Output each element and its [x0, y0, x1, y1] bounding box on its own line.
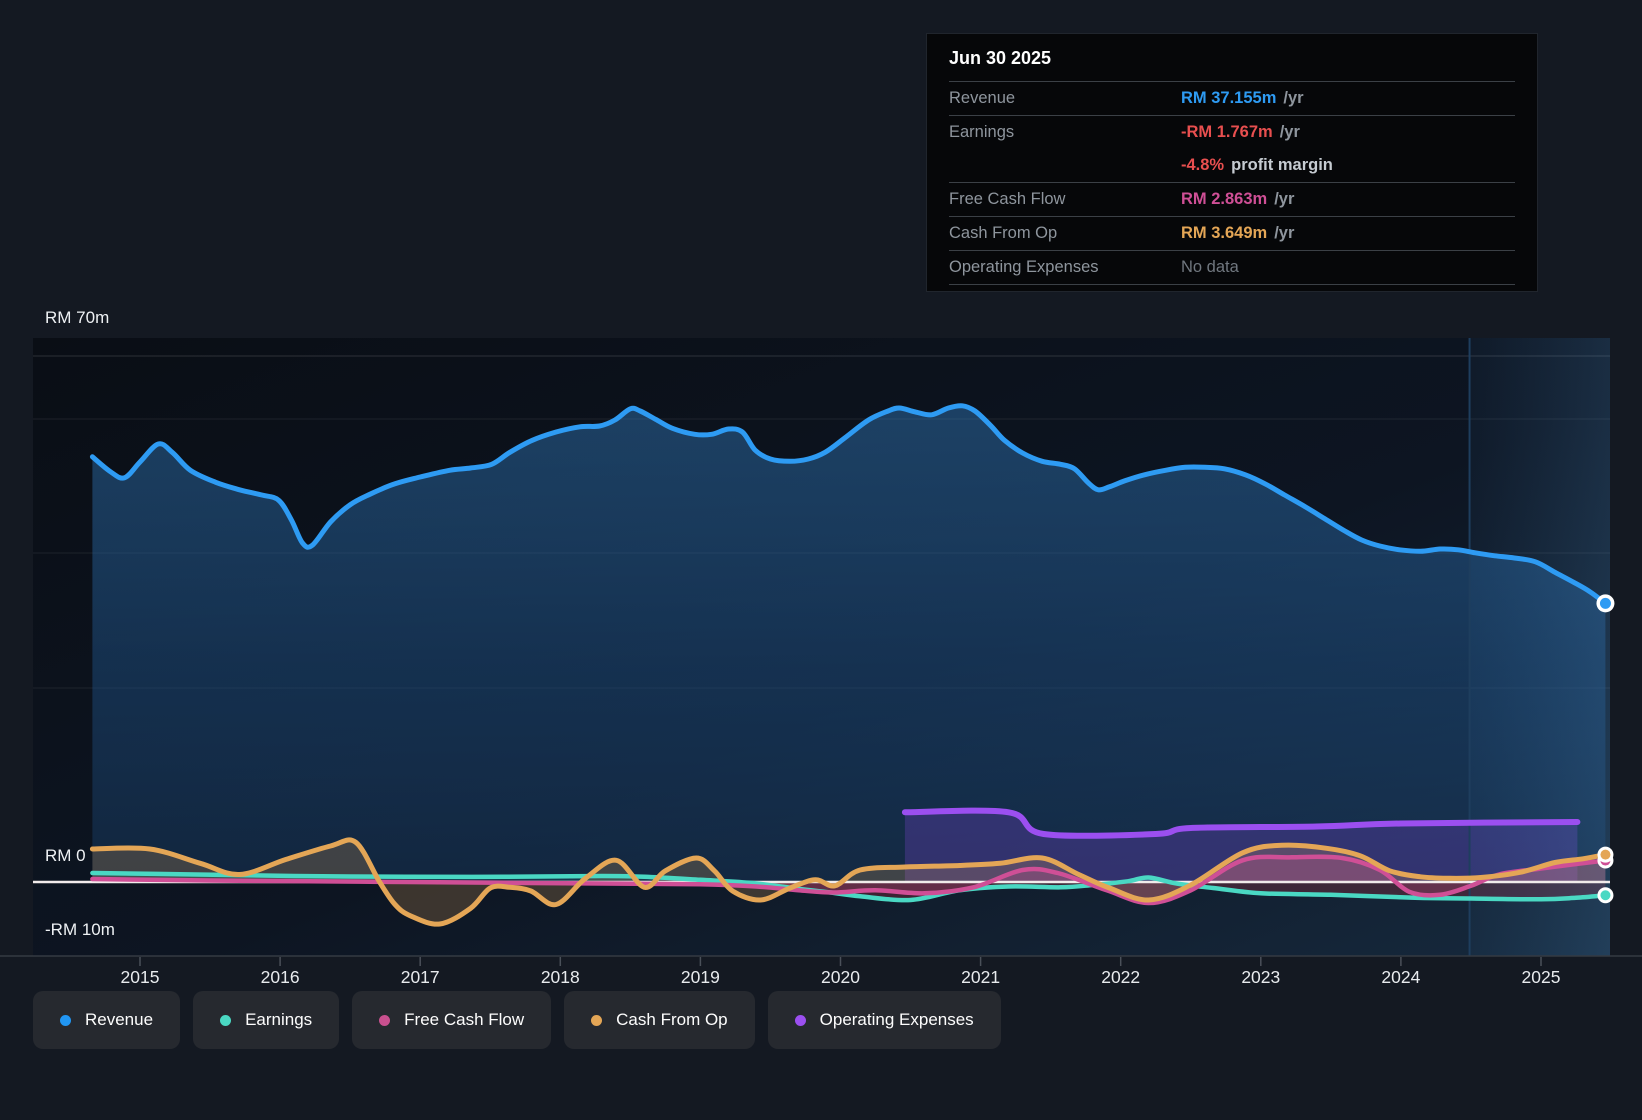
tooltip-row-earnings: Earnings -RM 1.767m /yr: [949, 115, 1515, 149]
tooltip-row-free-cash-flow: Free Cash Flow RM 2.863m /yr: [949, 182, 1515, 216]
free-cash-flow-dot-icon: [379, 1014, 391, 1026]
legend-item-free-cash-flow[interactable]: Free Cash Flow: [352, 991, 552, 1049]
legend-item-cash-from-op[interactable]: Cash From Op: [564, 991, 755, 1049]
y-axis-label-neg10m: -RM 10m: [45, 920, 115, 939]
tooltip-value: RM 3.649m: [1181, 224, 1268, 242]
legend-label: Revenue: [85, 1010, 154, 1029]
tooltip-unit: profit margin: [1231, 156, 1333, 174]
operating-expenses-dot-icon: [794, 1014, 806, 1026]
y-axis-label-70m: RM 70m: [45, 308, 110, 327]
tooltip-value: No data: [1181, 258, 1239, 276]
hover-tooltip-panel: Jun 30 2025 Revenue RM 37.155m /yr Earni…: [926, 33, 1538, 292]
x-axis-label-2024: 2024: [1381, 967, 1421, 987]
tooltip-value: RM 37.155m: [1181, 89, 1277, 107]
x-axis-label-2019: 2019: [680, 967, 720, 987]
tooltip-label: Free Cash Flow: [949, 190, 1066, 208]
earnings-dot-icon: [220, 1014, 232, 1026]
x-axis-label-2023: 2023: [1241, 967, 1281, 987]
tooltip-value: -4.8%: [1181, 156, 1225, 174]
tooltip-unit: /yr: [1274, 224, 1295, 242]
tooltip-row-cash-from-op: Cash From Op RM 3.649m /yr: [949, 216, 1515, 250]
tooltip-label: Operating Expenses: [949, 258, 1099, 276]
legend-label: Earnings: [245, 1010, 313, 1029]
x-axis-label-2017: 2017: [400, 967, 440, 987]
tooltip-label: Earnings: [949, 123, 1015, 141]
cash-from-op-dot-icon: [591, 1014, 603, 1026]
revenue-dot-icon: [60, 1014, 71, 1026]
chart-legend: Revenue Earnings Free Cash Flow Cash Fro…: [33, 991, 1001, 1049]
x-axis-label-2015: 2015: [120, 967, 160, 987]
tooltip-label: Cash From Op: [949, 224, 1058, 242]
tooltip-label: Revenue: [949, 89, 1016, 107]
tooltip-row-profit-margin: -4.8% profit margin: [949, 149, 1515, 182]
x-axis-label-2016: 2016: [260, 967, 300, 987]
legend-item-earnings[interactable]: Earnings: [193, 991, 340, 1049]
legend-label: Cash From Op: [616, 1010, 728, 1029]
tooltip-row-revenue: Revenue RM 37.155m /yr: [949, 81, 1515, 115]
y-axis-label-zero: RM 0: [45, 846, 86, 865]
tooltip-value: RM 2.863m: [1181, 190, 1268, 208]
tooltip-unit: /yr: [1279, 123, 1300, 141]
tooltip-date: Jun 30 2025: [949, 48, 1052, 68]
x-axis-label-2021: 2021: [961, 967, 1001, 987]
legend-item-operating-expenses[interactable]: Operating Expenses: [767, 991, 1001, 1049]
x-axis-label-2025: 2025: [1521, 967, 1561, 987]
tooltip-unit: /yr: [1283, 89, 1304, 107]
tooltip-unit: /yr: [1274, 190, 1295, 208]
tooltip-value: -RM 1.767m: [1181, 123, 1273, 141]
legend-item-revenue[interactable]: Revenue: [33, 991, 181, 1049]
tooltip-row-operating-expenses: Operating Expenses No data: [949, 250, 1515, 285]
x-axis-label-2020: 2020: [821, 967, 860, 987]
legend-label: Free Cash Flow: [404, 1010, 525, 1029]
legend-label: Operating Expenses: [819, 1010, 974, 1029]
x-axis-label-2022: 2022: [1101, 967, 1141, 987]
x-axis-label-2018: 2018: [540, 967, 580, 987]
